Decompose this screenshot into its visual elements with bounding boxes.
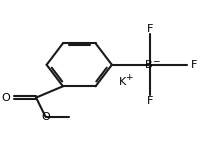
Text: F: F (147, 96, 153, 106)
Text: O: O (1, 93, 10, 103)
Text: K: K (119, 77, 126, 87)
Text: F: F (147, 24, 153, 34)
Text: +: + (125, 73, 132, 82)
Text: O: O (41, 112, 50, 122)
Text: F: F (190, 60, 197, 70)
Text: −: − (152, 56, 160, 65)
Text: B: B (145, 60, 153, 70)
